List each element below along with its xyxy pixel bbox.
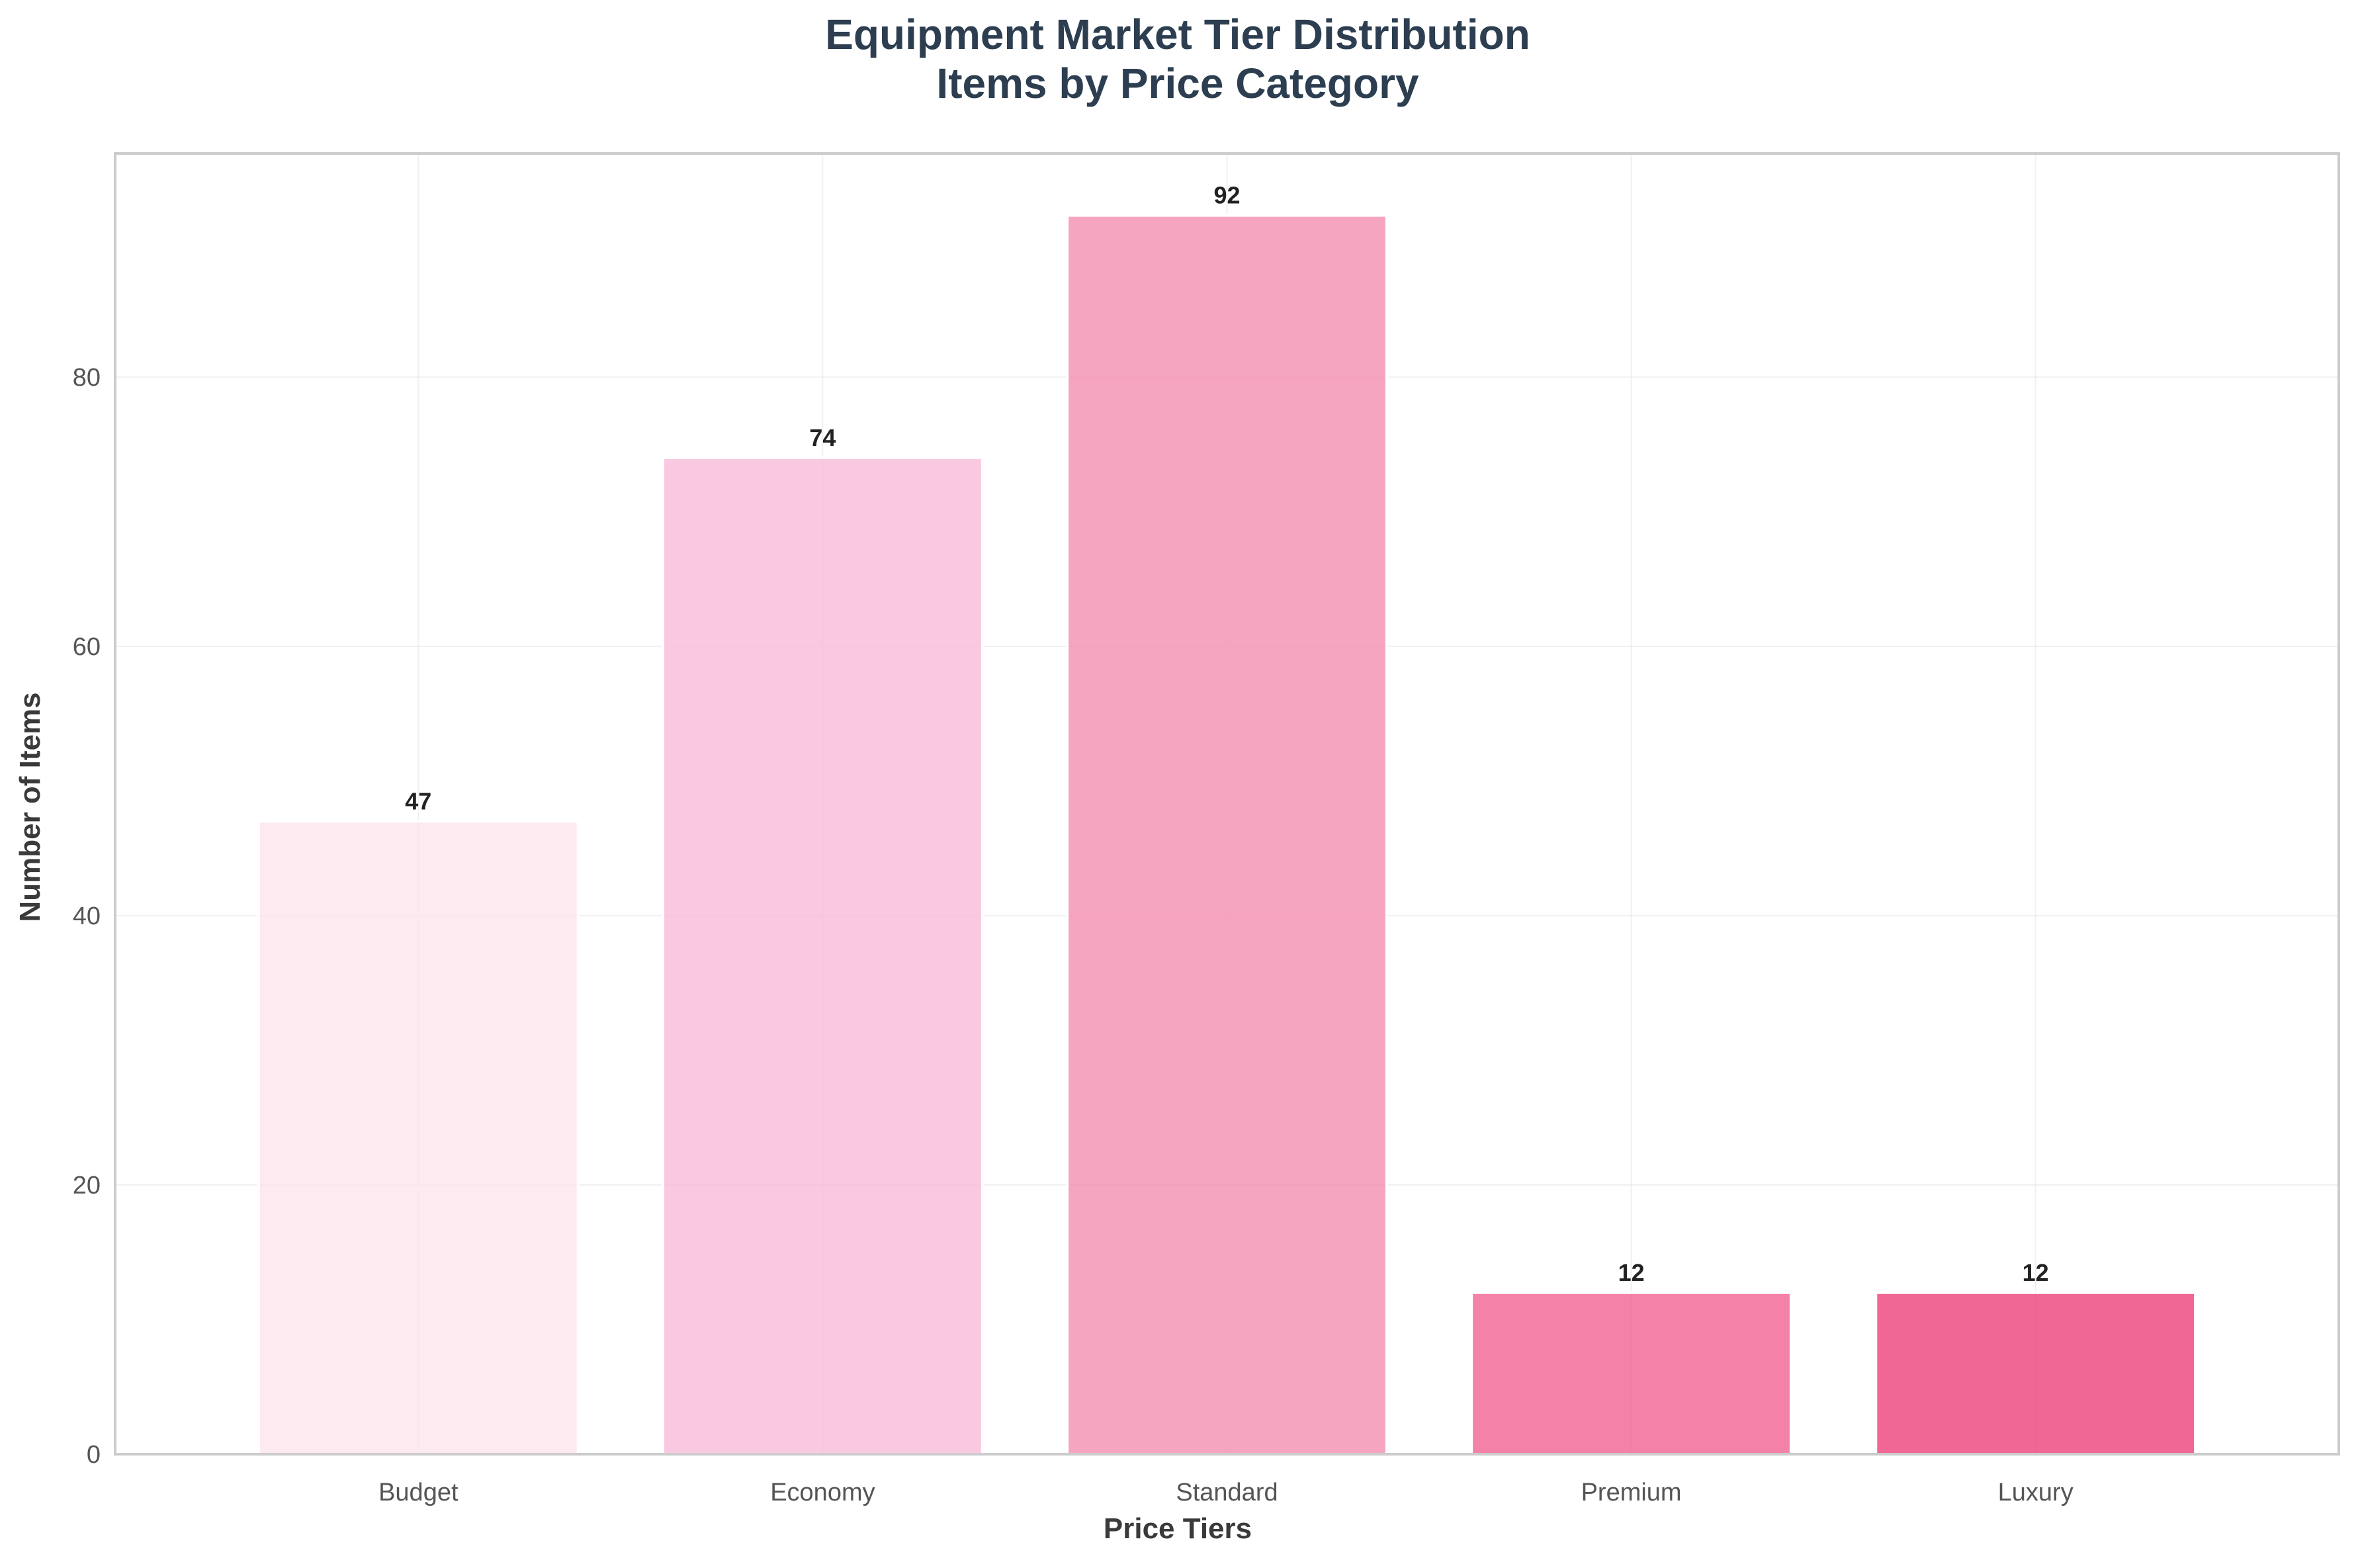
bar-budget	[257, 820, 580, 1456]
bar-luxury	[1874, 1291, 2197, 1456]
x-tick-label: Luxury	[1998, 1479, 2073, 1506]
bar-standard	[1066, 214, 1388, 1456]
value-label: 12	[1618, 1259, 1645, 1286]
y-tick-label: 20	[73, 1172, 101, 1199]
y-tick-label: 60	[73, 633, 101, 661]
bar-economy	[662, 456, 984, 1456]
tick-labels: 0 20 40 60 80 Budget Economy Standard Premium Lux…	[73, 364, 2073, 1506]
bar-premium	[1470, 1291, 1792, 1456]
y-tick-label: 0	[87, 1441, 101, 1469]
y-axis-label: Number of Items	[14, 692, 46, 922]
value-label: 47	[405, 787, 431, 814]
y-tick-label: 40	[73, 902, 101, 930]
value-label: 74	[809, 424, 836, 451]
plot-frame	[114, 152, 2340, 1456]
x-tick-label: Economy	[770, 1479, 875, 1506]
x-tick-label: Standard	[1176, 1479, 1278, 1506]
x-tick-label: Budget	[378, 1479, 458, 1506]
y-tick-label: 80	[73, 364, 101, 392]
x-tick-label: Premium	[1581, 1479, 1682, 1506]
value-labels: 47 74 92 12 12	[405, 182, 2048, 1286]
bars	[257, 214, 2197, 1456]
value-label: 12	[2023, 1259, 2049, 1286]
chart-subtitle: Items by Price Category	[936, 60, 1419, 107]
value-label: 92	[1213, 182, 1240, 209]
chart-title: Equipment Market Tier Distribution	[825, 11, 1530, 58]
x-axis-label: Price Tiers	[1104, 1512, 1252, 1545]
